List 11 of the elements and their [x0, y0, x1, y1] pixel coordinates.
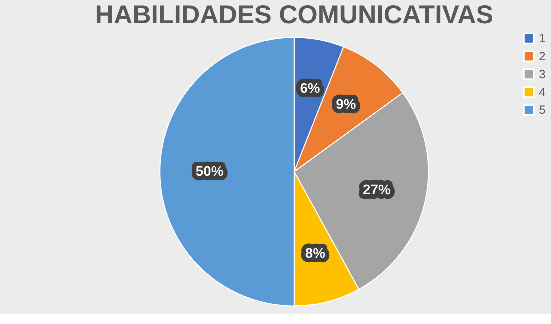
data-label: 50%	[196, 162, 224, 179]
legend-label: 5	[539, 103, 546, 118]
data-label: 6%	[300, 80, 320, 96]
legend-label: 4	[539, 85, 546, 100]
data-label: 8%	[305, 244, 326, 261]
legend-label: 2	[539, 50, 546, 64]
legend-label: 3	[539, 67, 546, 82]
chart-title: HABILIDADES COMUNICATIVAS	[95, 2, 494, 30]
legend-label: 1	[539, 32, 546, 46]
data-label: 27%	[362, 181, 391, 198]
data-label: 9%	[336, 96, 356, 112]
